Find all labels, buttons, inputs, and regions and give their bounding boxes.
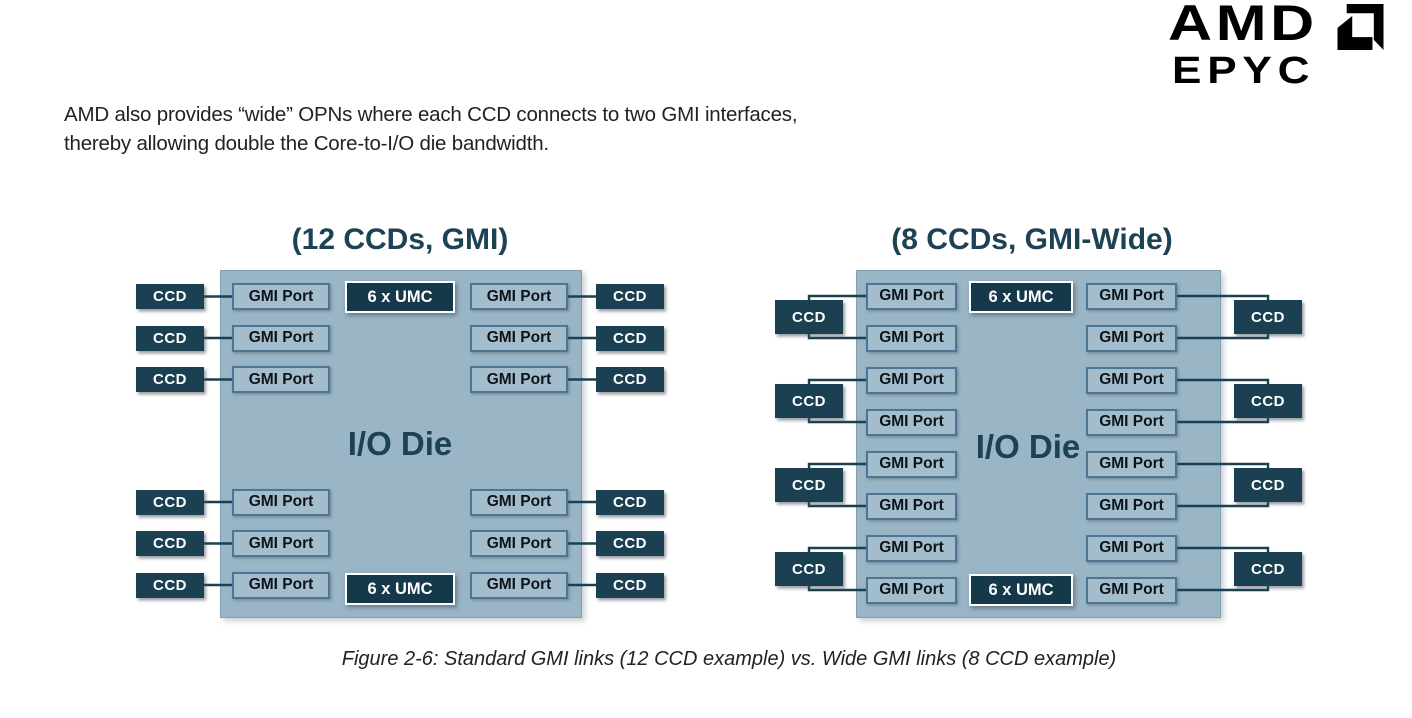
ccd-block: CCD [136,572,204,598]
gmi-port-block: GMI Port [1086,282,1177,310]
ccd-block: CCD [1234,468,1302,502]
umc-block: 6 x UMC [969,574,1073,606]
gmi-port-block: GMI Port [470,488,568,516]
ccd-block: CCD [1234,552,1302,586]
gmi-port-block: GMI Port [1086,366,1177,394]
ccd-block: CCD [596,367,664,392]
gmi-port-block: GMI Port [866,534,957,562]
intro-text: AMD also provides “wide” OPNs where each… [64,100,798,158]
gmi-port-block: GMI Port [232,283,330,310]
ccd-block: CCD [136,284,204,309]
gmi-port-block: GMI Port [866,282,957,310]
gmi-port-block: GMI Port [470,530,568,557]
gmi-port-block: GMI Port [1086,492,1177,520]
gmi-port-block: GMI Port [232,366,330,393]
gmi-port-block: GMI Port [866,450,957,478]
io-die-label: I/O Die [975,428,1081,465]
ccd-block: CCD [596,489,664,515]
gmi-port-block: GMI Port [1086,324,1177,352]
gmi-port-block: GMI Port [866,576,957,604]
diagram-title-standard-gmi: (12 CCDs, GMI) [291,223,509,256]
gmi-port-block: GMI Port [1086,576,1177,604]
ccd-block: CCD [1234,300,1302,334]
gmi-port-block: GMI Port [866,324,957,352]
ccd-block: CCD [775,552,843,586]
gmi-port-block: GMI Port [1086,534,1177,562]
ccd-block: CCD [775,384,843,418]
gmi-port-block: GMI Port [1086,450,1177,478]
gmi-port-block: GMI Port [232,324,330,352]
gmi-port-block: GMI Port [470,366,568,393]
umc-block: 6 x UMC [969,281,1073,313]
epyc-wordmark: EPYC [1172,50,1316,92]
figure-caption: Figure 2-6: Standard GMI links (12 CCD e… [341,648,1117,670]
diagram-title-gmi-wide: (8 CCDs, GMI-Wide) [891,223,1173,256]
amd-wordmark: AMD [1168,0,1318,51]
umc-block: 6 x UMC [345,281,455,313]
amd-arrow-icon [1337,4,1384,50]
umc-block: 6 x UMC [345,573,455,605]
ccd-block: CCD [136,325,204,351]
io-die-label: I/O Die [347,425,453,462]
gmi-port-block: GMI Port [232,530,330,557]
gmi-port-block: GMI Port [470,571,568,599]
ccd-block: CCD [596,284,664,309]
ccd-block: CCD [596,531,664,556]
gmi-port-block: GMI Port [470,283,568,310]
gmi-port-block: GMI Port [866,408,957,436]
ccd-block: CCD [596,325,664,351]
intro-line-1: AMD also provides “wide” OPNs where each… [64,103,798,126]
gmi-port-block: GMI Port [866,366,957,394]
gmi-port-block: GMI Port [232,488,330,516]
gmi-port-block: GMI Port [470,324,568,352]
ccd-block: CCD [136,531,204,556]
gmi-port-block: GMI Port [232,571,330,599]
ccd-block: CCD [136,489,204,515]
intro-line-2: thereby allowing double the Core-to-I/O … [64,132,549,155]
ccd-block: CCD [775,468,843,502]
gmi-port-block: GMI Port [866,492,957,520]
ccd-block: CCD [775,300,843,334]
ccd-block: CCD [136,367,204,392]
ccd-block: CCD [596,572,664,598]
gmi-port-block: GMI Port [1086,408,1177,436]
ccd-block: CCD [1234,384,1302,418]
